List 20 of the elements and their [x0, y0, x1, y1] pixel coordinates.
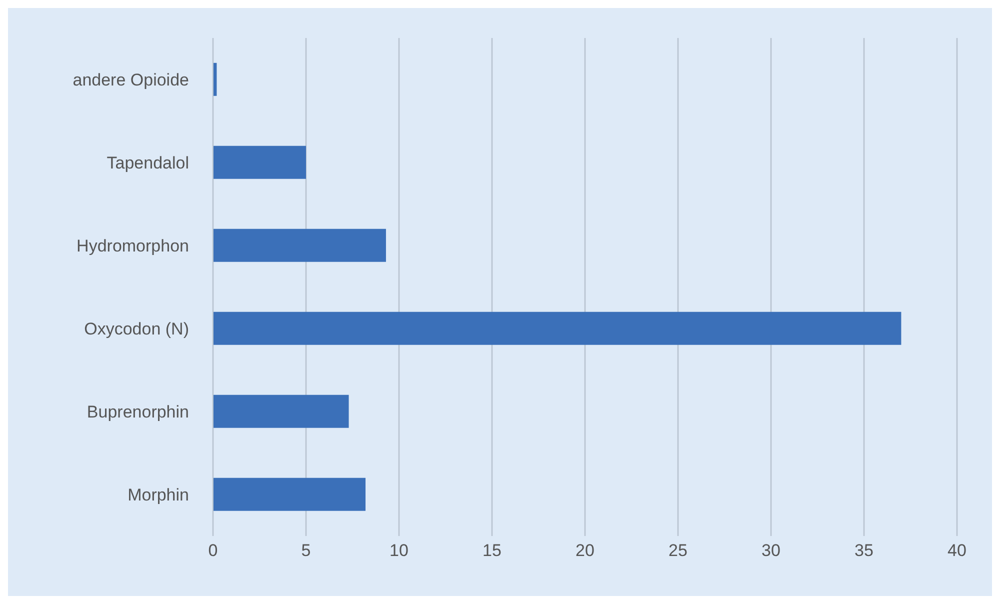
x-tick-label: 0: [208, 541, 218, 560]
x-tick-label: 5: [301, 541, 311, 560]
x-tick-label: 20: [576, 541, 594, 560]
y-tick-label: Hydromorphon: [76, 236, 189, 256]
x-tick-label: 25: [668, 541, 688, 560]
bar: [213, 228, 386, 262]
x-tick-label: 40: [948, 541, 966, 560]
x-tick-label: 10: [390, 541, 408, 560]
y-tick-label: Morphin: [128, 486, 189, 505]
bar: [213, 394, 349, 428]
bar: [213, 478, 366, 511]
y-tick-label: Oxycodon (N): [84, 320, 189, 339]
y-tick-label: andere Opioide: [72, 70, 189, 90]
x-tick-label: 30: [762, 541, 780, 560]
bar: [213, 146, 306, 179]
x-tick-label: 35: [854, 541, 874, 560]
bar: [213, 312, 902, 345]
y-tick-label: Buprenorphin: [86, 402, 189, 422]
y-tick-label: Tapendalol: [106, 154, 189, 173]
x-tick-label: 15: [482, 541, 502, 560]
